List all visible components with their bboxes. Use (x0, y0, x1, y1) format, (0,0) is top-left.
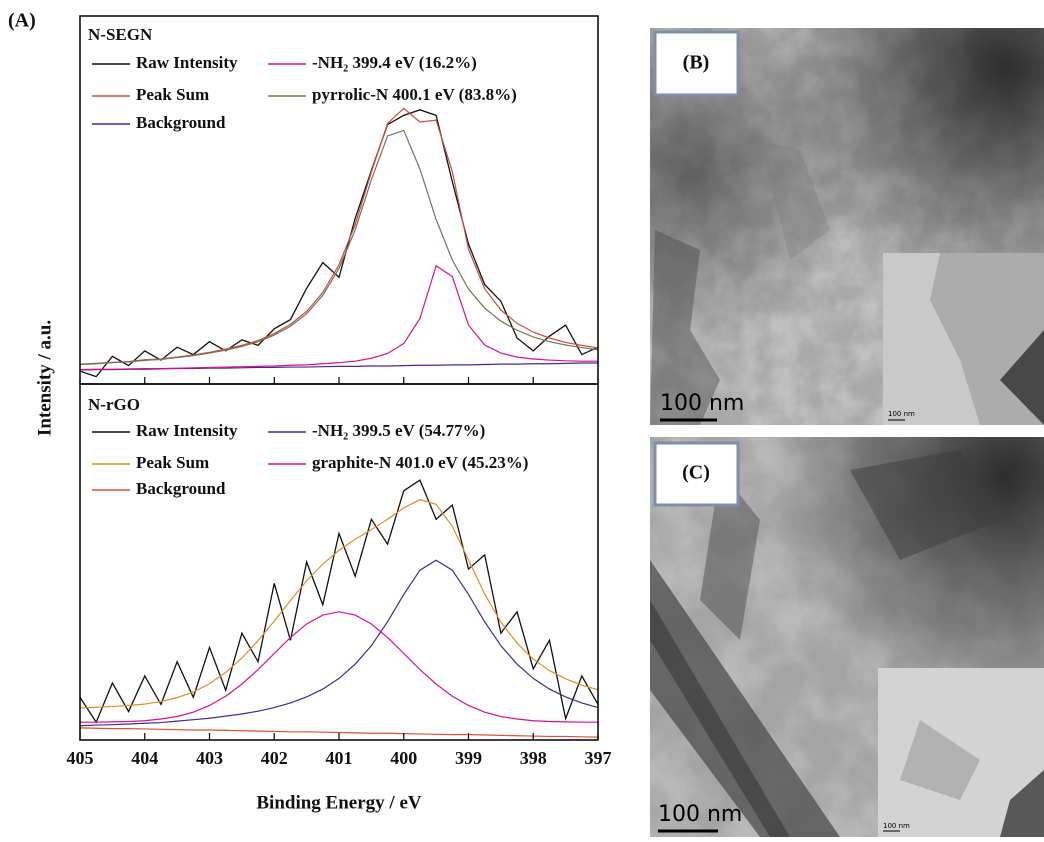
x-axis-title: Binding Energy / eV (256, 792, 421, 813)
plot-area (80, 480, 598, 737)
legend-label: Raw Intensity (136, 53, 238, 72)
tem-image-c (650, 437, 1044, 837)
plot-area (80, 108, 598, 376)
panel-label: (A) (8, 10, 36, 32)
legend-label: -NH₂ 399.4 eV (16.2%) (312, 53, 477, 72)
image-label: (B) (683, 52, 710, 74)
inset-scale-bar-label: 100 nm (883, 822, 910, 830)
legend-label: Peak Sum (136, 85, 209, 104)
panel-title: N-rGO (88, 395, 140, 414)
inset-scale-bar-label: 100 nm (888, 410, 915, 418)
series-line (80, 266, 598, 370)
legend-label: Peak Sum (136, 453, 209, 472)
series-line (80, 560, 598, 726)
x-tick-label: 400 (390, 748, 417, 768)
series-line (80, 108, 598, 364)
x-tick-label: 399 (455, 748, 482, 768)
figure: (A) Intensity / a.u. Binding Energy / eV… (0, 0, 1044, 837)
y-axis-title: Intensity / a.u. (34, 320, 55, 436)
series-line (80, 480, 598, 722)
legend-label: Background (136, 113, 226, 132)
x-tick-label: 401 (326, 748, 353, 768)
x-tick-label: 403 (196, 748, 223, 768)
scale-bar-label: 100 nm (658, 802, 742, 827)
legend-label: Raw Intensity (136, 421, 238, 440)
series-line (80, 110, 598, 377)
scale-bar-label: 100 nm (660, 391, 744, 416)
legend-label: graphite-N 401.0 eV (45.23%) (312, 453, 528, 472)
legend-label: -NH₂ 399.5 eV (54.77%) (312, 421, 485, 440)
series-line (80, 130, 598, 364)
x-tick-label: 402 (261, 748, 288, 768)
tem-image-b (650, 28, 1044, 425)
x-tick-label: 397 (585, 748, 612, 768)
image-label: (C) (682, 462, 710, 484)
series-line (80, 500, 598, 708)
legend-label: pyrrolic-N 400.1 eV (83.8%) (312, 85, 517, 104)
x-tick-label: 405 (67, 748, 94, 768)
x-tick-label: 398 (520, 748, 547, 768)
panel-title: N-SEGN (88, 25, 153, 44)
x-tick-label: 404 (131, 748, 158, 768)
legend-label: Background (136, 479, 226, 498)
